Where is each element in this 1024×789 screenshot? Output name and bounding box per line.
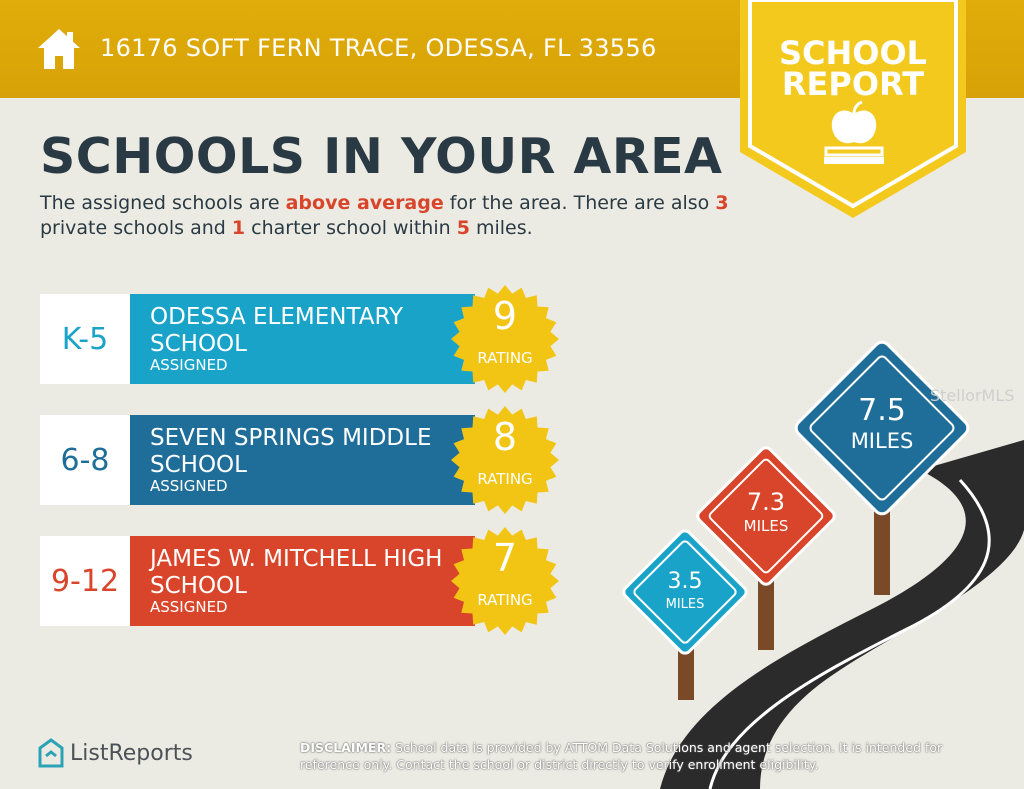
rating-seal — [451, 285, 559, 393]
rating-seal — [451, 406, 559, 514]
school-row: 6-8 SEVEN SPRINGS MIDDLE SCHOOL ASSIGNED 8 R… — [40, 406, 559, 514]
sign-2-unit: MILES — [744, 517, 789, 535]
school-band: JAMES W. MITCHELL HIGH SCHOOL ASSIGNED — [130, 536, 475, 626]
intro-part-1: The assigned schools are — [40, 192, 286, 214]
school-report-badge — [740, 0, 966, 218]
intro-text: The assigned schools are above average f… — [40, 191, 740, 241]
listreports-logo: ListReports — [38, 738, 193, 768]
sign-3-unit: MILES — [851, 429, 914, 453]
apple-books-icon — [824, 100, 884, 164]
watermark: StellorMLS — [930, 386, 1015, 405]
listreports-logo-icon — [38, 738, 64, 768]
rating-label: RATING — [477, 591, 533, 609]
intro-part-3: private schools and — [40, 217, 232, 239]
intro-part-5: miles. — [469, 217, 533, 239]
sign-2-value: 7.3 — [747, 488, 785, 516]
school-status: ASSIGNED — [150, 477, 228, 495]
badge-line-2: REPORT — [781, 65, 925, 103]
school-band: ODESSA ELEMENTARY SCHOOL ASSIGNED — [130, 294, 475, 384]
rating-label: RATING — [477, 349, 533, 367]
disclaimer: DISCLAIMER: School data is provided by A… — [300, 739, 980, 773]
school-status: ASSIGNED — [150, 356, 228, 374]
badge-label: SCHOOL REPORT — [740, 34, 966, 103]
rating-label: RATING — [477, 470, 533, 488]
sign-7-5-miles: 7.5 MILES — [794, 340, 970, 516]
charter-school-count: 1 — [231, 217, 246, 239]
radius-miles: 5 — [456, 217, 470, 239]
sign-1-unit: MILES — [666, 597, 705, 612]
grade-range: K-5 — [40, 294, 130, 384]
school-row: 9-12 JAMES W. MITCHELL HIGH SCHOOL ASSIGNE… — [40, 527, 559, 635]
rating-value: 9 — [492, 294, 518, 338]
home-icon — [38, 29, 80, 69]
intro-part-4: charter school within — [245, 217, 457, 239]
intro-part-2: for the area. There are also — [443, 192, 716, 214]
school-name: SEVEN SPRINGS MIDDLE SCHOOL — [150, 425, 432, 478]
intro-highlight-above-average: above average — [285, 192, 444, 214]
rating-seal — [451, 527, 559, 635]
sign-3-5-miles: 3.5 MILES — [622, 529, 748, 655]
sign-3-value: 7.5 — [858, 393, 906, 428]
badge-line-1: SCHOOL — [778, 34, 928, 72]
private-school-count: 3 — [715, 192, 729, 214]
rating-value: 7 — [492, 536, 518, 580]
page-title: SCHOOLS IN YOUR AREA — [40, 128, 723, 185]
disclaimer-text: School data is provided by ATTOM Data So… — [300, 740, 943, 772]
rating-value: 8 — [492, 415, 518, 459]
grade-range: 6-8 — [40, 415, 130, 505]
road — [660, 440, 1024, 789]
grade-range: 9-12 — [40, 536, 130, 626]
sign-1-value: 3.5 — [668, 569, 703, 594]
school-band: SEVEN SPRINGS MIDDLE SCHOOL ASSIGNED — [130, 415, 475, 505]
road-signs-illustration: 3.5 MILES 7.3 MILES 7.5 MILES — [622, 340, 1024, 789]
school-status: ASSIGNED — [150, 598, 228, 616]
disclaimer-label: DISCLAIMER: — [300, 740, 392, 755]
school-name: JAMES W. MITCHELL HIGH SCHOOL — [150, 546, 443, 599]
property-address: 16176 SOFT FERN TRACE, ODESSA, FL 33556 — [100, 34, 657, 62]
logo-text: ListReports — [70, 740, 193, 766]
school-name: ODESSA ELEMENTARY SCHOOL — [150, 304, 404, 357]
road-line — [708, 478, 991, 789]
school-row: K-5 ODESSA ELEMENTARY SCHOOL ASSIGNED 9 RATI… — [40, 285, 559, 393]
sign-7-3-miles: 7.3 MILES — [696, 446, 836, 586]
